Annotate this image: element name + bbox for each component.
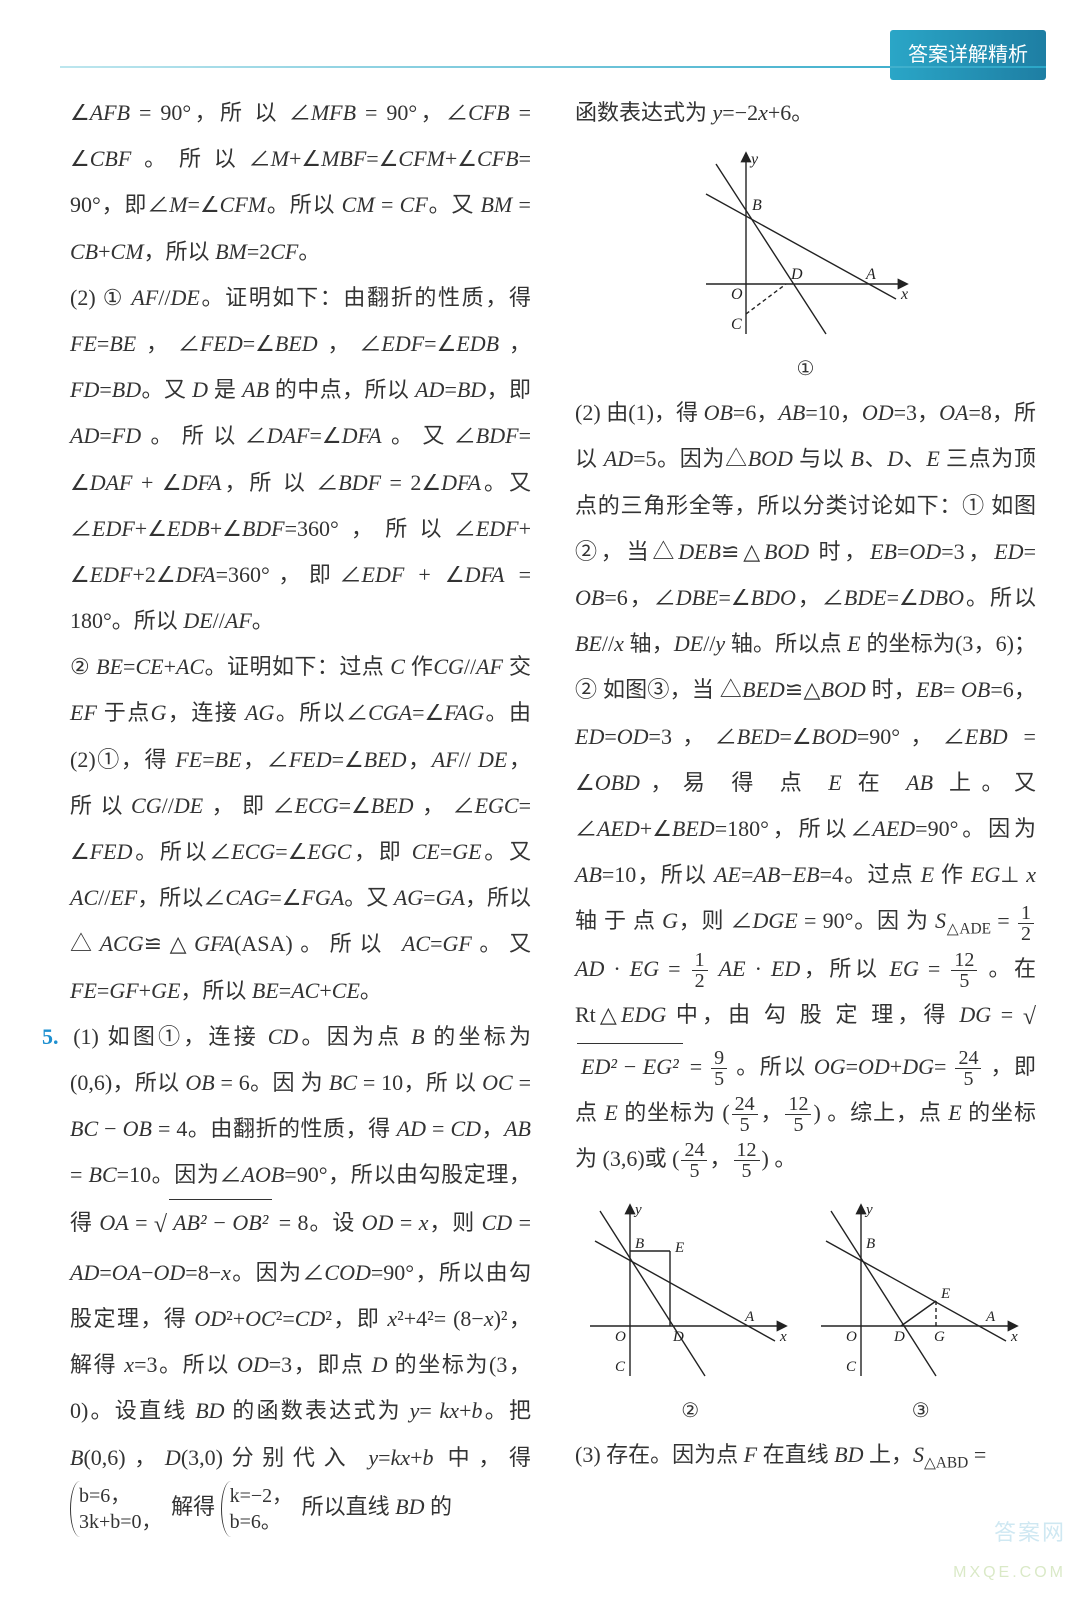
page-columns: ∠AFB = 90°，所 以 ∠MFB = 90°，∠CFB = ∠CBF。所以… <box>70 90 1036 1560</box>
svg-text:E: E <box>940 1286 950 1302</box>
para-1: ∠AFB = 90°，所 以 ∠MFB = 90°，∠CFB = ∠CBF。所以… <box>70 90 531 275</box>
svg-text:C: C <box>615 1359 626 1375</box>
svg-text:O: O <box>615 1329 626 1345</box>
diagram-3-label: ③ <box>816 1390 1026 1432</box>
diagram-1-label: ① <box>575 348 1036 390</box>
diagram-1: y x O B A D C <box>696 144 916 344</box>
svg-text:y: y <box>864 1202 873 1218</box>
svg-text:O: O <box>846 1329 857 1345</box>
svg-text:O: O <box>731 286 743 303</box>
equation-system-2: k=−2，b=6。 <box>221 1481 297 1537</box>
svg-text:C: C <box>846 1359 857 1375</box>
svg-text:B: B <box>752 197 762 214</box>
svg-text:x: x <box>1010 1329 1018 1345</box>
equation-system-1: b=6，3k+b=0， <box>70 1481 166 1537</box>
para-r1: (2) 由(1)，得 OB=6，AB=10，OD=3，OA=8，所以 AD=5。… <box>575 390 1036 1182</box>
diagram-3: y x O B E D G A C <box>816 1196 1026 1386</box>
svg-text:A: A <box>744 1309 755 1325</box>
para-4: 5. (1) 如图①，连接 CD。因为点 B 的坐标为(0,6)，所以 OB =… <box>70 1014 531 1537</box>
diagram-2-label: ② <box>585 1390 795 1432</box>
svg-text:A: A <box>985 1309 996 1325</box>
watermark: 答案网 MXQE.COM <box>953 1510 1066 1590</box>
svg-text:y: y <box>749 151 759 168</box>
svg-text:D: D <box>672 1329 684 1345</box>
svg-text:A: A <box>865 266 876 283</box>
para-r2: (3) 存在。因为点 F 在直线 BD 上，S△ABD = <box>575 1432 1036 1480</box>
question-number-5: 5. <box>42 1024 65 1049</box>
svg-text:B: B <box>635 1236 644 1252</box>
svg-text:G: G <box>934 1329 945 1345</box>
svg-text:B: B <box>866 1236 875 1252</box>
svg-text:x: x <box>900 286 908 303</box>
svg-text:D: D <box>790 266 803 283</box>
diagram-2: y x O B E D A C <box>585 1196 795 1386</box>
svg-text:y: y <box>633 1202 642 1218</box>
header-rule <box>60 66 1046 68</box>
svg-text:E: E <box>674 1240 684 1256</box>
para-3: ② BE=CE+AC。证明如下：过点 C 作CG//AF 交 EF 于点G，连接… <box>70 644 531 1014</box>
svg-text:D: D <box>893 1329 905 1345</box>
svg-text:C: C <box>731 316 742 333</box>
para-2: (2) ① AF//DE。证明如下：由翻折的性质，得 FE=BE，∠FED=∠B… <box>70 275 531 645</box>
para-r0: 函数表达式为 y=−2x+6。 <box>575 90 1036 136</box>
header-banner: 答案详解精析 <box>890 30 1046 80</box>
diagram-row: y x O B E D A C ② <box>575 1188 1036 1432</box>
svg-text:x: x <box>779 1329 787 1345</box>
